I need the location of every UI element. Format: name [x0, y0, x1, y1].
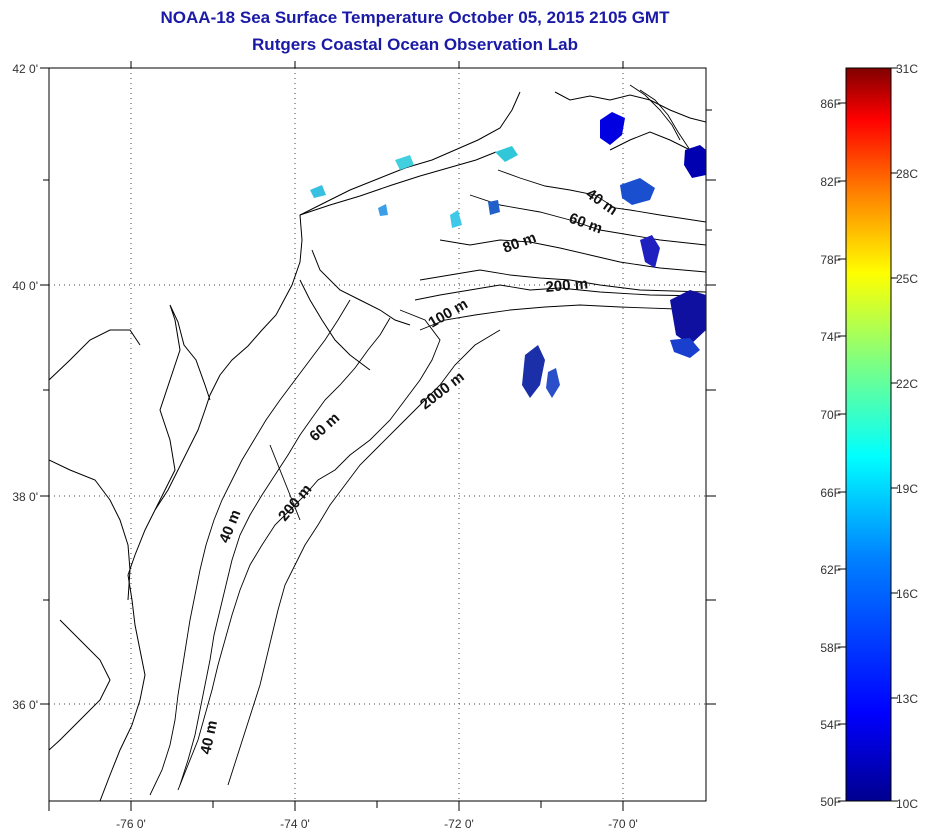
longitude-label: -74 0' — [280, 817, 310, 831]
latitude-labels: 42 0' 40 0' 38 0' 36 0' — [12, 62, 38, 712]
colorbar-fahrenheit-label: 74F — [820, 330, 841, 344]
sst-patch — [488, 200, 500, 215]
colorbar-celsius-label: 31C — [896, 62, 918, 76]
longitude-labels: -76 0' -74 0' -72 0' -70 0' — [116, 817, 638, 831]
colorbar-fahrenheit-label: 78F — [820, 253, 841, 267]
sst-patch — [522, 345, 545, 398]
sst-patch — [670, 338, 700, 358]
map-title: NOAA-18 Sea Surface Temperature October … — [160, 8, 670, 27]
colorbar-fahrenheit-label: 66F — [820, 486, 841, 500]
longitude-label: -72 0' — [444, 817, 474, 831]
depth-label: 40 m — [197, 719, 221, 756]
latitude-label: 40 0' — [12, 279, 38, 293]
map-frame — [48, 67, 707, 802]
latitude-label: 42 0' — [12, 62, 38, 76]
colorbar-fahrenheit-label: 86F — [820, 97, 841, 111]
sst-patch — [378, 204, 388, 216]
colorbar-fahrenheit-label: 62F — [820, 563, 841, 577]
colorbar-fahrenheit-label: 58F — [820, 641, 841, 655]
colorbar-celsius-label: 19C — [896, 482, 918, 496]
sst-patch — [546, 368, 560, 398]
map-subtitle: Rutgers Coastal Ocean Observation Lab — [252, 35, 578, 54]
colorbar-gradient — [845, 67, 892, 802]
sst-patch — [640, 235, 660, 268]
sst-patch — [310, 185, 326, 198]
colorbar-celsius-label: 28C — [896, 167, 918, 181]
bathymetry-contours — [149, 84, 706, 796]
longitude-label: -70 0' — [608, 817, 638, 831]
sst-patch — [395, 155, 414, 170]
colorbar-celsius-label: 22C — [896, 377, 918, 391]
sst-patch — [600, 112, 625, 145]
latitude-label: 36 0' — [12, 698, 38, 712]
colorbar-celsius-label: 25C — [896, 272, 918, 286]
colorbar: 86F 82F 78F 74F 70F 66F 62F 58F 54F 50F … — [820, 62, 918, 811]
colorbar-celsius-label: 13C — [896, 692, 918, 706]
colorbar-celsius-label: 16C — [896, 587, 918, 601]
colorbar-fahrenheit-label: 54F — [820, 718, 841, 732]
sst-patches — [310, 112, 706, 398]
gridlines — [49, 68, 706, 801]
sst-patch — [670, 290, 706, 345]
sst-patch — [450, 210, 462, 228]
longitude-label: -76 0' — [116, 817, 146, 831]
sst-patch — [684, 145, 706, 178]
sst-patch — [620, 178, 655, 205]
colorbar-fahrenheit-label: 50F — [820, 795, 841, 809]
latitude-label: 38 0' — [12, 490, 38, 504]
axis-ticks — [40, 61, 716, 811]
colorbar-celsius-label: 10C — [896, 797, 918, 811]
colorbar-fahrenheit-label: 82F — [820, 175, 841, 189]
depth-label: 200 m — [545, 275, 589, 296]
coastline — [49, 91, 706, 801]
sst-patch — [495, 146, 518, 162]
colorbar-fahrenheit-label: 70F — [820, 408, 841, 422]
